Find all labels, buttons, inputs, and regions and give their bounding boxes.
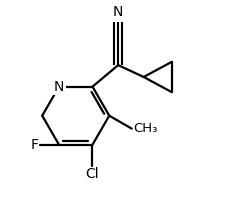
Text: F: F — [30, 138, 38, 152]
Text: CH₃: CH₃ — [133, 122, 157, 135]
Text: N: N — [113, 5, 123, 19]
Text: N: N — [54, 80, 64, 94]
Text: Cl: Cl — [86, 167, 99, 181]
